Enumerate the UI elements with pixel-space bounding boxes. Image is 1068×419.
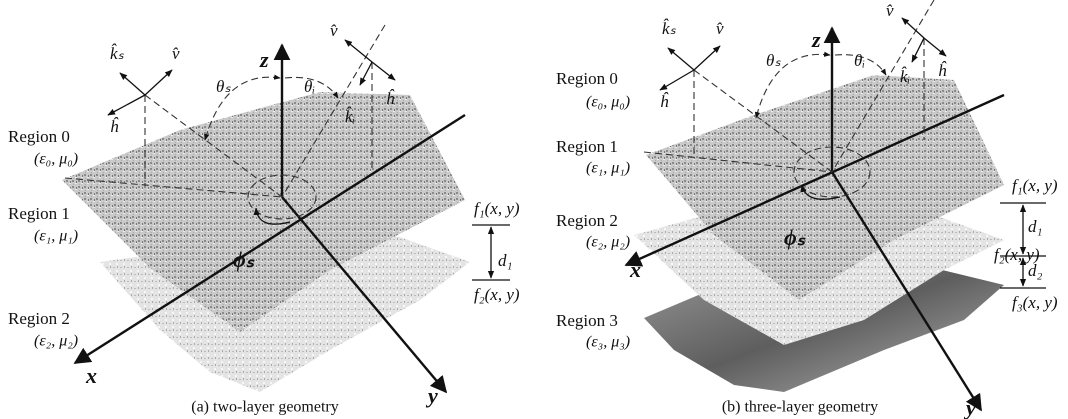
vector	[912, 38, 924, 62]
figure: Region 0 (ε₀, μ₀) Region 1 (ε₁, μ₁) Regi…	[0, 0, 1068, 419]
region-medium: (ε₃, μ₃)	[586, 334, 630, 351]
region-medium: (ε₁, μ₁)	[34, 228, 78, 245]
axis-label: y	[425, 383, 438, 408]
vector	[145, 70, 172, 95]
caption: (a) two-layer geometry	[191, 399, 338, 416]
vector-label: k̂ₛ	[662, 19, 677, 38]
vector	[120, 73, 145, 95]
vector	[694, 46, 720, 70]
vector-label: v̂	[716, 19, 724, 38]
region-medium: (ε₁, μ₁)	[586, 160, 630, 177]
vector	[372, 62, 395, 80]
vector	[345, 40, 372, 62]
region-medium: (ε₂, μ₂)	[34, 333, 78, 350]
vector-label: v̂	[886, 1, 894, 20]
region-name: Region 0	[556, 69, 618, 88]
axis-label: y	[963, 395, 976, 419]
vector	[924, 38, 946, 56]
thickness-label: d₁	[498, 251, 512, 270]
region-medium: (ε₀, μ₀)	[586, 94, 630, 111]
region-medium: (ε₀, μ₀)	[34, 151, 78, 168]
interface-label: f₂(x, y)	[474, 285, 520, 304]
vector-label: v̂	[172, 44, 180, 63]
vector	[360, 62, 372, 85]
region-name: Region 1	[8, 204, 70, 223]
vector-label: k̂ᵢ	[345, 107, 355, 126]
angle-label: ϕₛ	[233, 247, 255, 272]
region-medium: (ε₂, μ₂)	[586, 234, 630, 251]
region-name: Region 1	[556, 137, 618, 156]
vector-label: ĥ	[938, 61, 947, 80]
region-name: Region 0	[8, 127, 70, 146]
vector	[108, 95, 145, 115]
axis-label: x	[85, 363, 97, 388]
region-name: Region 3	[556, 311, 618, 330]
vector	[668, 48, 694, 70]
caption: (b) three-layer geometry	[722, 399, 878, 416]
angle-label: θₛ	[766, 51, 781, 70]
panel-b: Region 0 (ε₀, μ₀) Region 1 (ε₁, μ₁) Regi…	[556, 0, 1058, 419]
interface-label: f₃(x, y)	[1012, 293, 1058, 312]
vector-label: ĥ	[386, 89, 395, 108]
angle-label: θₛ	[216, 77, 231, 96]
angle-label: θᵢ	[304, 77, 315, 96]
vector-label: k̂ₛ	[110, 44, 125, 63]
vector-label: ĥ	[660, 92, 669, 111]
angle-label: ϕₛ	[784, 225, 806, 250]
vector-label: ĥ	[110, 117, 119, 136]
vector-label: v̂	[330, 21, 338, 40]
interface-label: f₁(x, y)	[474, 199, 520, 218]
vector	[902, 18, 924, 38]
vector-label: k̂ᵢ	[900, 67, 910, 86]
thickness-label: d₁	[1028, 217, 1042, 236]
region-name: Region 2	[556, 211, 618, 230]
region-name: Region 2	[8, 309, 70, 328]
interface-label: f₁(x, y)	[1012, 176, 1058, 195]
angle-label: θᵢ	[854, 51, 865, 70]
axis-label: x	[629, 257, 641, 282]
axis-label: z	[259, 47, 269, 72]
vector	[660, 70, 694, 90]
axis-label: z	[811, 27, 821, 52]
panel-a: Region 0 (ε₀, μ₀) Region 1 (ε₁, μ₁) Regi…	[8, 21, 520, 416]
thickness-label: d₂	[1028, 261, 1043, 280]
